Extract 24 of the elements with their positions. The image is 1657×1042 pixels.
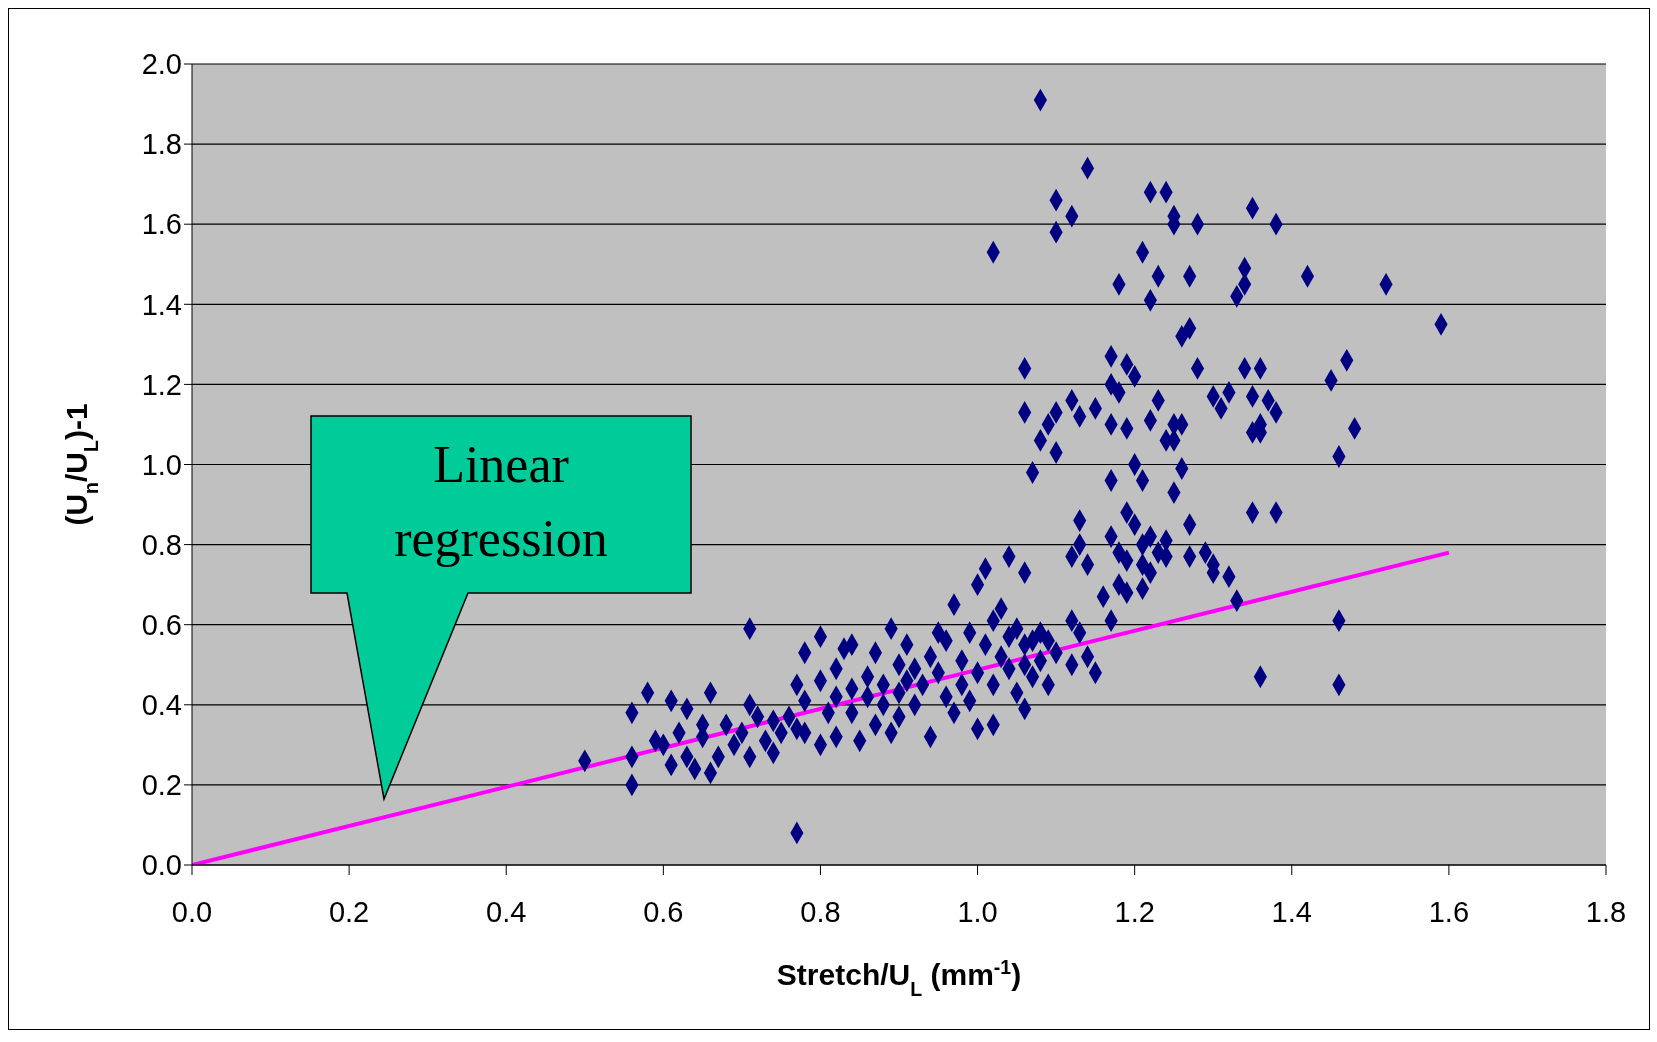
x-tick-label: 1.2 bbox=[1114, 895, 1155, 928]
x-tick-label: 1.4 bbox=[1271, 895, 1312, 928]
y-tick-label: 1.6 bbox=[141, 208, 182, 241]
y-tick-label: 1.8 bbox=[141, 128, 182, 161]
y-tick-label: 0.6 bbox=[141, 608, 182, 641]
x-axis-title: Stretch/U$_{L}$ (mm$^{-1}$) bbox=[776, 956, 1022, 1000]
x-tick-label: 0.2 bbox=[328, 895, 370, 928]
y-tick-label: 0.4 bbox=[141, 689, 182, 722]
x-tick-label: 0.0 bbox=[171, 895, 213, 928]
y-tick-label: 1.4 bbox=[141, 288, 182, 321]
y-tick-label: 1.0 bbox=[141, 448, 182, 481]
x-tick-label: 1.8 bbox=[1585, 895, 1627, 928]
y-tick-label: 0.0 bbox=[141, 849, 182, 882]
y-tick-label: 0.2 bbox=[141, 769, 182, 802]
callout-box: Linear regression bbox=[310, 415, 692, 802]
annotation: Linear regression bbox=[394, 436, 608, 567]
x-tick-label: 1.6 bbox=[1428, 895, 1470, 928]
y-tick-label: 0.8 bbox=[141, 528, 182, 561]
x-tick-label: 0.4 bbox=[486, 895, 527, 928]
x-tick-label: 0.6 bbox=[643, 895, 684, 928]
y-tick-label: 2.0 bbox=[141, 48, 182, 81]
y-tick-label: 1.2 bbox=[141, 368, 182, 401]
x-tick-label: 0.8 bbox=[800, 895, 841, 928]
x-tick-label: 1.0 bbox=[957, 895, 998, 928]
